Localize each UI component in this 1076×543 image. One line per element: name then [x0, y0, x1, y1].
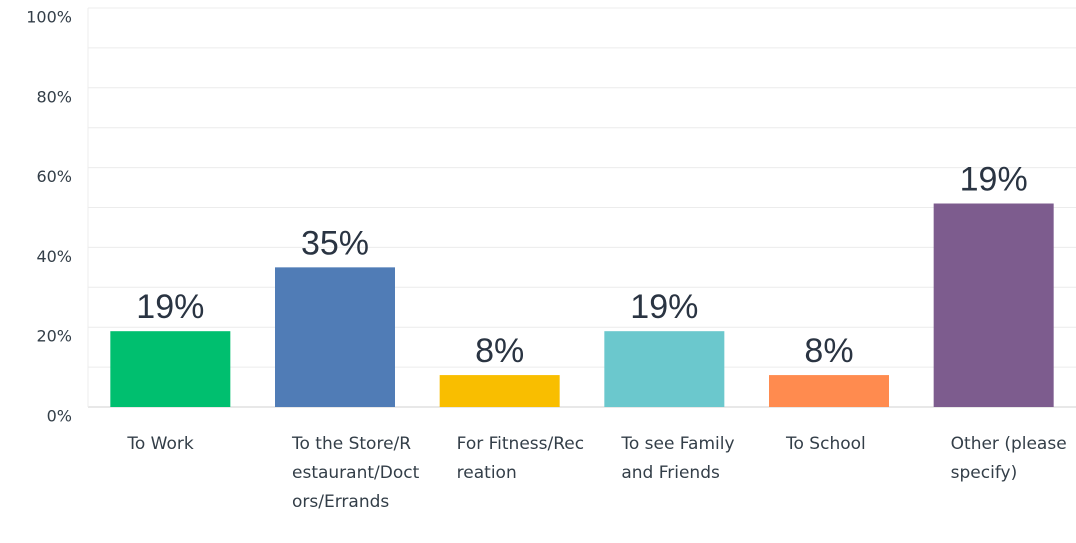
bar: [439, 375, 560, 407]
data-label: 35%: [301, 224, 369, 262]
bar: [110, 331, 231, 407]
y-tick-label: 20%: [36, 327, 72, 346]
bar: [275, 267, 395, 407]
bar: [933, 203, 1054, 407]
y-tick-label: 0%: [47, 407, 72, 426]
data-label: 19%: [630, 288, 698, 326]
data-label: 19%: [136, 288, 204, 326]
y-tick-label: 80%: [36, 87, 72, 106]
y-tick-label: 100%: [26, 8, 72, 27]
y-tick-label: 60%: [36, 167, 72, 186]
y-tick-label: 40%: [36, 247, 72, 266]
bar: [604, 331, 725, 407]
x-tick-label: To see Family and Friends: [621, 434, 735, 483]
x-tick-label: Other (please specify): [950, 434, 1067, 483]
x-tick-label: To School: [786, 434, 866, 454]
x-tick-label: To Work: [127, 434, 194, 454]
data-label: 8%: [804, 332, 853, 370]
x-tick-label: To the Store/Restaurant/Doctors/Errands: [292, 434, 420, 512]
data-label: 8%: [475, 332, 524, 370]
bar: [769, 375, 889, 407]
data-label: 19%: [960, 160, 1028, 198]
x-tick-label: For Fitness/Recreation: [456, 434, 585, 483]
